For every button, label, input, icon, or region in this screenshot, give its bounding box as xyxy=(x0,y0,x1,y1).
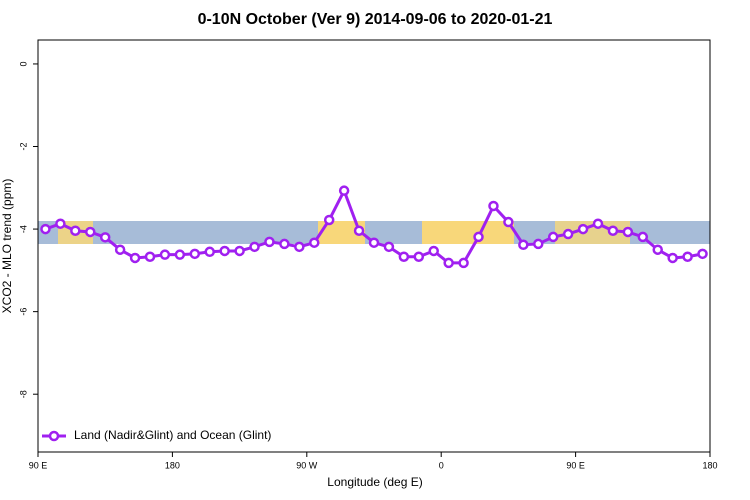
point xyxy=(458,257,469,269)
point xyxy=(428,245,439,257)
y-tick-label: -6 xyxy=(18,308,28,316)
point xyxy=(55,218,66,229)
point xyxy=(234,245,245,257)
point xyxy=(682,251,693,262)
point xyxy=(279,238,290,250)
point xyxy=(697,248,708,260)
point xyxy=(413,251,425,262)
point xyxy=(159,249,171,260)
point xyxy=(40,223,51,235)
point xyxy=(652,244,663,255)
point xyxy=(99,232,111,243)
point xyxy=(264,236,275,248)
point xyxy=(383,241,395,253)
x-tick-label: 90 W xyxy=(296,460,318,470)
point xyxy=(667,252,678,264)
point xyxy=(309,237,320,248)
point xyxy=(353,225,365,236)
point xyxy=(294,241,305,253)
x-tick-label: 0 xyxy=(439,460,444,470)
point xyxy=(443,257,454,269)
legend-marker xyxy=(48,430,60,442)
y-tick-label: -4 xyxy=(18,225,28,233)
chart-title: 0-10N October (Ver 9) 2014-09-06 to 2020… xyxy=(198,11,553,28)
point xyxy=(607,225,619,236)
point xyxy=(577,223,589,235)
x-tick-label: 180 xyxy=(702,460,717,470)
point xyxy=(174,249,186,260)
point xyxy=(144,251,156,262)
point xyxy=(129,252,141,264)
point xyxy=(592,218,604,229)
point xyxy=(114,244,126,255)
map-band xyxy=(38,221,710,244)
legend-label: Land (Nadir&Glint) and Ocean (Glint) xyxy=(74,428,271,442)
point xyxy=(518,239,529,251)
point xyxy=(85,226,96,238)
y-axis-label: XCO2 - MLO trend (ppm) xyxy=(0,179,14,314)
point xyxy=(70,225,81,236)
point xyxy=(189,248,201,260)
point xyxy=(637,231,649,243)
y-tick-label: -8 xyxy=(18,390,28,398)
point xyxy=(622,226,634,238)
point xyxy=(219,245,230,257)
point xyxy=(249,241,260,253)
point xyxy=(338,185,350,196)
point xyxy=(398,251,410,262)
point xyxy=(204,246,215,258)
y-tick-label: -2 xyxy=(18,143,28,151)
y-tick-label: 0 xyxy=(18,61,28,66)
point xyxy=(562,228,574,240)
point xyxy=(473,231,484,243)
point xyxy=(368,237,380,248)
point xyxy=(547,231,559,243)
plot-frame xyxy=(37,39,711,453)
point xyxy=(533,238,544,250)
point xyxy=(488,200,499,212)
x-axis-label: Longitude (deg E) xyxy=(327,475,422,489)
x-tick-label: 180 xyxy=(165,460,180,470)
x-tick-label: 90 E xyxy=(29,460,48,470)
point xyxy=(503,216,514,228)
x-tick-label: 90 E xyxy=(566,460,585,470)
point xyxy=(323,214,335,226)
